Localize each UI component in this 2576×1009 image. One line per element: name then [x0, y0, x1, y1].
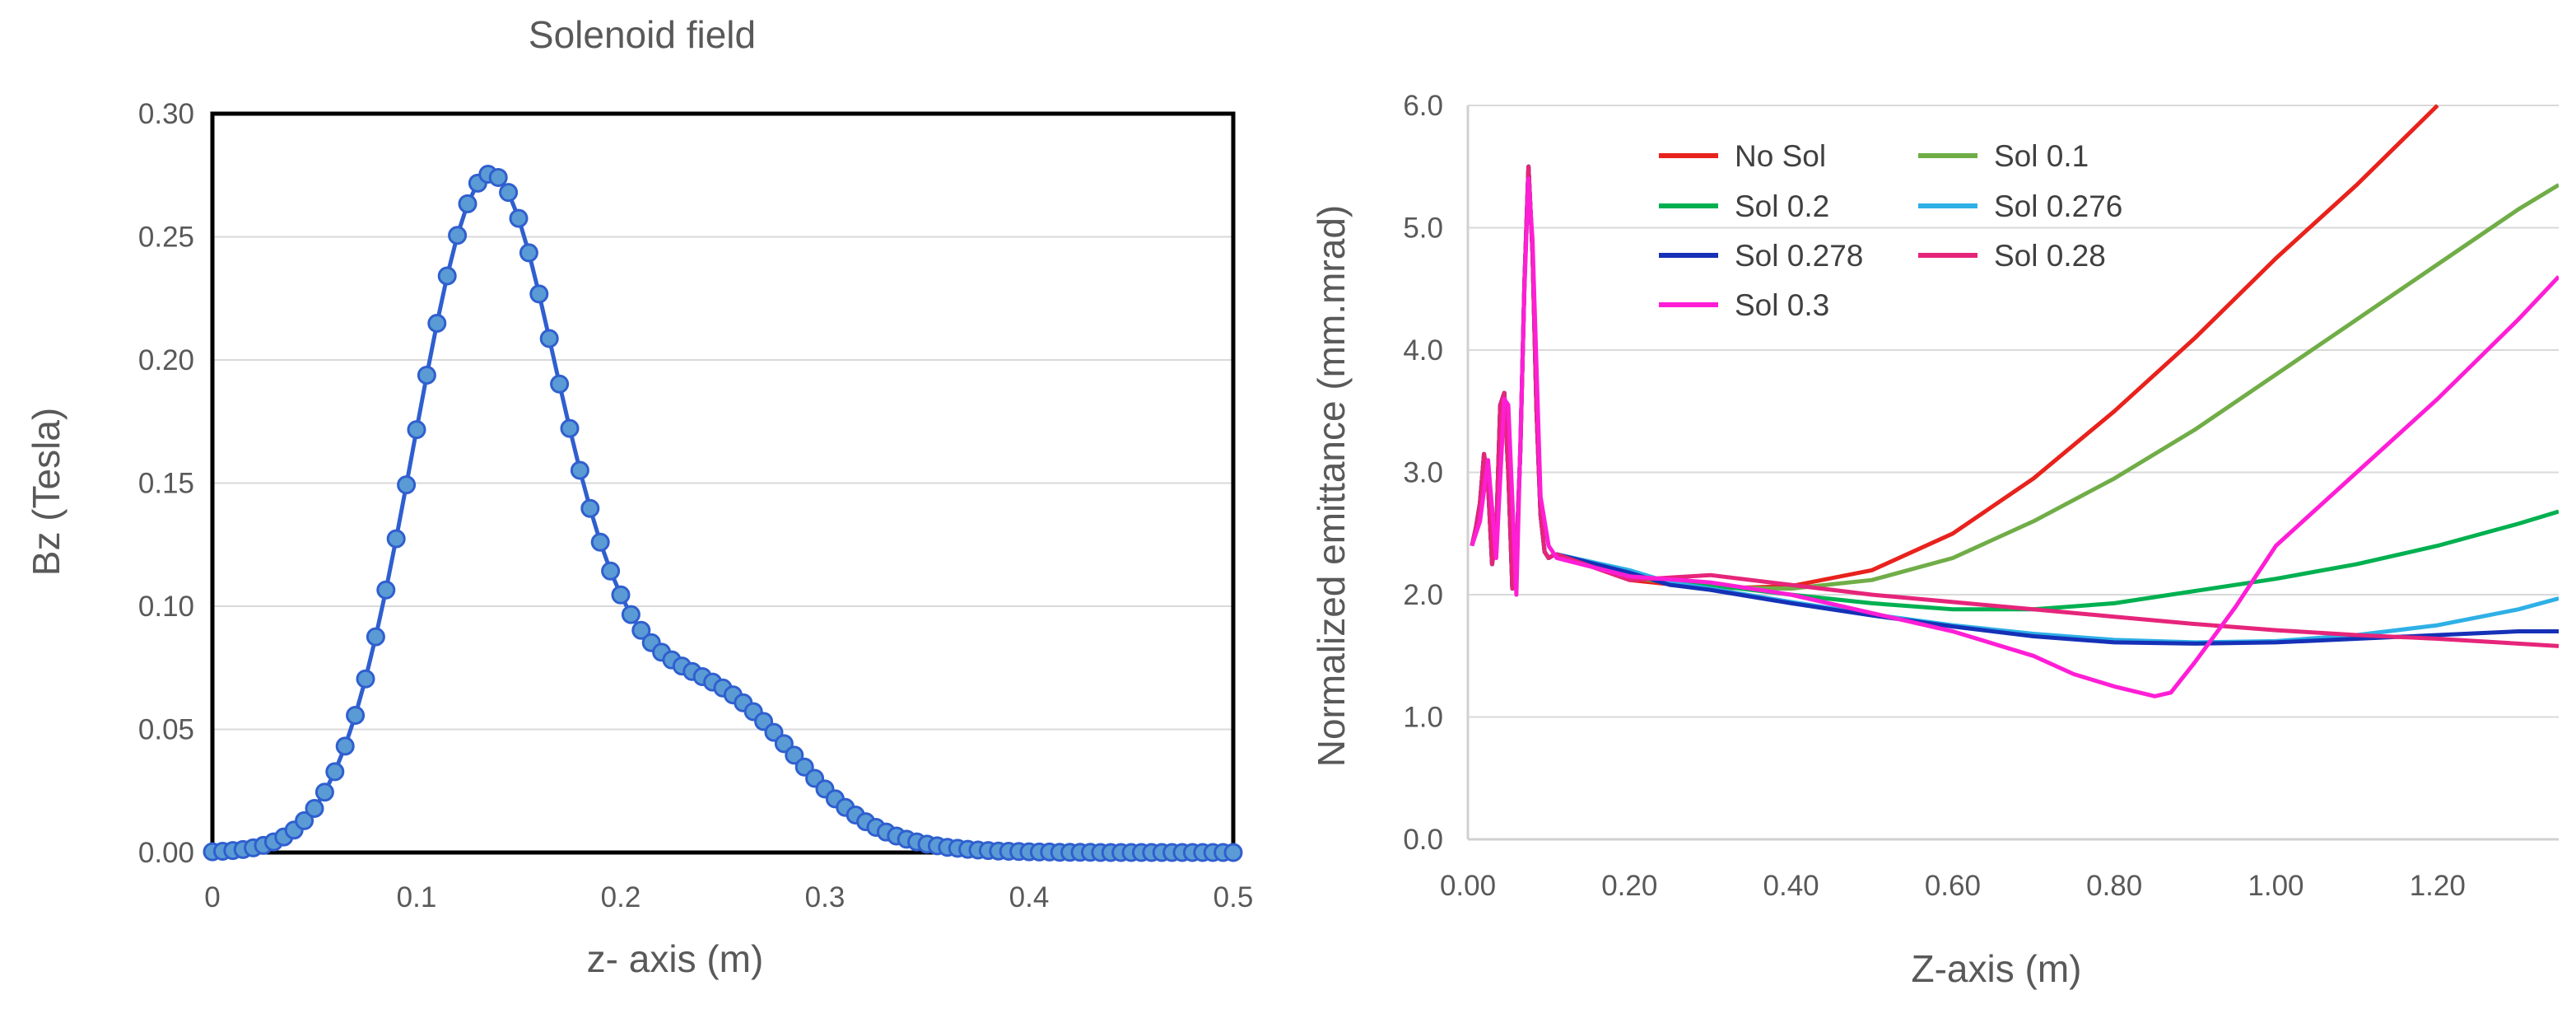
bz-data-point: [774, 734, 794, 754]
solenoid-field-chart: Solenoid field 0.000.050.100.150.200.250…: [25, 13, 1253, 980]
emittance-chart: 0.01.02.03.04.05.06.0 0.00 0.20 0.40 0.60 0.…: [1310, 90, 2559, 990]
left-x-ticks: 0 0.1 0.2 0.3 0.4 0.5: [204, 881, 1253, 913]
left-y-tick-label: 0.30: [138, 98, 194, 130]
left-plot-frame: [210, 111, 1236, 855]
bz-data-point: [295, 810, 314, 830]
right-y-ticks: 0.0 1.0 2.0 3.0 4.0 5.0 6.0: [1403, 90, 1443, 856]
legend-label: Sol 0.276: [1994, 189, 2122, 223]
legend-label: Sol 0.3: [1735, 288, 1829, 322]
bz-data-point: [1223, 843, 1243, 862]
right-x-axis-label: Z-axis (m): [1912, 947, 2082, 990]
right-y-tick-label: 1.0: [1403, 702, 1443, 734]
bz-series-line: [212, 171, 1233, 855]
right-y-tick-label: 6.0: [1403, 90, 1443, 122]
left-x-tick-label: 0.2: [601, 881, 641, 913]
bz-data-point: [427, 313, 447, 333]
bz-data-point: [346, 705, 366, 725]
left-x-tick-label: 0.1: [397, 881, 437, 913]
right-x-tick-label: 1.20: [2410, 870, 2466, 902]
legend-label: Sol 0.278: [1735, 239, 1863, 273]
left-y-axis-label: Bz (Tesla): [25, 408, 68, 576]
bz-data-point: [785, 745, 804, 765]
left-y-tick-label: 0.25: [138, 222, 194, 254]
legend-label: No Sol: [1735, 139, 1826, 173]
emittance-series-line: [1470, 164, 2559, 645]
bz-data-point: [407, 420, 426, 440]
right-y-tick-label: 3.0: [1403, 457, 1443, 489]
right-y-tick-label: 4.0: [1403, 334, 1443, 367]
right-x-tick-label: 0.60: [1925, 870, 1981, 902]
left-y-tick-label: 0.20: [138, 344, 194, 376]
left-y-tick-label: 0.05: [138, 714, 194, 746]
right-x-ticks: 0.00 0.20 0.40 0.60 0.80 1.00 1.20: [1440, 870, 2466, 902]
left-x-tick-label: 0: [204, 881, 220, 913]
legend-label: Sol 0.1: [1994, 139, 2089, 173]
bz-data-point: [325, 762, 345, 782]
left-y-tick-label: 0.10: [138, 591, 194, 623]
right-gridlines: [1468, 105, 2559, 718]
bz-data-point: [550, 374, 570, 394]
bz-data-point: [417, 366, 436, 385]
bz-data-point: [386, 529, 406, 549]
legend-label: Sol 0.2: [1735, 189, 1829, 223]
left-series: [203, 165, 1243, 862]
right-y-tick-label: 5.0: [1403, 213, 1443, 245]
emittance-series-line: [1470, 176, 2559, 698]
left-gridlines: [212, 236, 1233, 731]
bz-data-point: [519, 243, 538, 263]
bz-data-point: [560, 418, 580, 438]
left-y-tick-label: 0.00: [138, 837, 194, 869]
bz-data-point: [356, 669, 375, 689]
left-y-tick-label: 0.15: [138, 468, 194, 500]
bz-data-point: [499, 183, 519, 203]
bz-data-point: [601, 561, 621, 581]
bz-data-point: [335, 736, 355, 756]
bz-data-point: [366, 627, 385, 647]
right-x-tick-label: 1.00: [2248, 870, 2303, 902]
legend: No Sol Sol 0.1 Sol 0.2 Sol 0.276 Sol 0.278 So…: [1659, 139, 2122, 322]
bz-data-point: [539, 329, 559, 348]
bz-data-point: [631, 620, 651, 640]
bz-data-point: [611, 585, 631, 605]
bz-data-point: [437, 266, 457, 286]
bz-data-point: [529, 284, 549, 304]
bz-data-point: [590, 532, 610, 552]
right-x-tick-label: 0.40: [1763, 870, 1819, 902]
right-y-tick-label: 2.0: [1403, 579, 1443, 611]
right-x-tick-label: 0.20: [1601, 870, 1657, 902]
left-y-ticks: 0.00 0.05 0.10 0.15 0.20 0.25 0.30: [138, 98, 194, 869]
left-x-axis-label: z- axis (m): [587, 937, 764, 980]
bz-data-point: [509, 208, 529, 228]
left-chart-title: Solenoid field: [529, 13, 756, 56]
emittance-series-line: [1470, 104, 2439, 591]
bz-data-point: [621, 605, 641, 624]
bz-data-point: [570, 460, 589, 480]
bz-data-point: [488, 167, 508, 187]
emittance-series-line: [1470, 164, 2559, 612]
bz-data-point: [448, 226, 468, 245]
bz-data-point: [580, 498, 600, 518]
bz-data-point: [305, 798, 324, 818]
left-x-tick-label: 0.5: [1213, 881, 1254, 913]
right-x-tick-label: 0.80: [2086, 870, 2142, 902]
right-y-tick-label: 0.0: [1403, 824, 1443, 856]
bz-data-point: [397, 475, 417, 495]
emittance-series-line: [1470, 164, 2559, 591]
left-x-tick-label: 0.3: [805, 881, 845, 913]
left-x-tick-label: 0.4: [1009, 881, 1050, 913]
bz-data-point: [376, 580, 396, 600]
bz-data-point: [458, 194, 477, 213]
right-series: [1470, 104, 2559, 698]
right-x-tick-label: 0.00: [1440, 870, 1496, 902]
right-y-axis-label: Normalized emittance (mm.mrad): [1310, 205, 1353, 767]
bz-data-point: [314, 782, 334, 802]
legend-label: Sol 0.28: [1994, 239, 2106, 273]
